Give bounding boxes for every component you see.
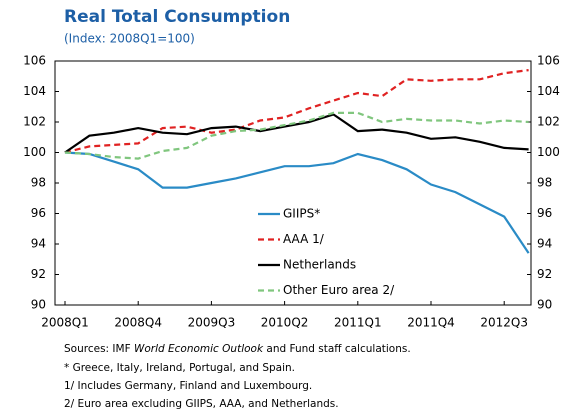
y2-tick-label: 90 [537, 298, 552, 312]
y2-tick-label: 100 [537, 145, 560, 159]
series-line [64, 113, 529, 154]
legend-label: GIIPS* [283, 207, 320, 221]
x-tick-label: 2011Q1 [334, 316, 382, 330]
chart-subtitle: (Index: 2008Q1=100) [64, 32, 195, 46]
x-tick-label: 2010Q2 [261, 316, 309, 330]
series-line [64, 151, 530, 254]
y2-tick-label: 104 [537, 84, 560, 98]
x-tick-label: 2008Q4 [114, 316, 162, 330]
legend-label: Netherlands [283, 258, 356, 272]
y2-tick-label: 94 [537, 237, 552, 251]
legend-label: AAA 1/ [283, 232, 325, 246]
y-tick-label: 94 [31, 237, 46, 251]
footnote: * Greece, Italy, Ireland, Portugal, and … [64, 362, 295, 374]
y2-tick-label: 98 [537, 176, 552, 190]
chart-title: Real Total Consumption [64, 7, 290, 27]
y-tick-label: 92 [31, 267, 46, 281]
y2-tick-label: 92 [537, 267, 552, 281]
x-tick-label: 2011Q4 [407, 316, 455, 330]
note-text: and Fund staff calculations. [263, 343, 411, 355]
legend-label: Other Euro area 2/ [283, 283, 395, 297]
y-tick-label: 104 [23, 84, 46, 98]
y2-tick-label: 106 [537, 54, 560, 68]
footnote: 1/ Includes Germany, Finland and Luxembo… [64, 380, 312, 392]
x-tick-label: 2009Q3 [188, 316, 236, 330]
x-tick-label: 2012Q3 [480, 316, 528, 330]
series-line [64, 111, 529, 160]
sources-note: Sources: IMF World Economic Outlook and … [64, 343, 411, 355]
y-tick-label: 90 [31, 298, 46, 312]
note-text: World Economic Outlook [134, 343, 264, 355]
y2-tick-label: 96 [537, 206, 552, 220]
footnote: 2/ Euro area excluding GIIPS, AAA, and N… [64, 398, 339, 410]
y-tick-label: 98 [31, 176, 46, 190]
series-line [64, 69, 529, 154]
x-tick-label: 2008Q1 [41, 316, 89, 330]
y-tick-label: 102 [23, 115, 46, 129]
y-tick-label: 106 [23, 54, 46, 68]
y-tick-label: 100 [23, 145, 46, 159]
y-tick-label: 96 [31, 206, 46, 220]
note-text: Sources: IMF [64, 343, 134, 355]
y2-tick-label: 102 [537, 115, 560, 129]
